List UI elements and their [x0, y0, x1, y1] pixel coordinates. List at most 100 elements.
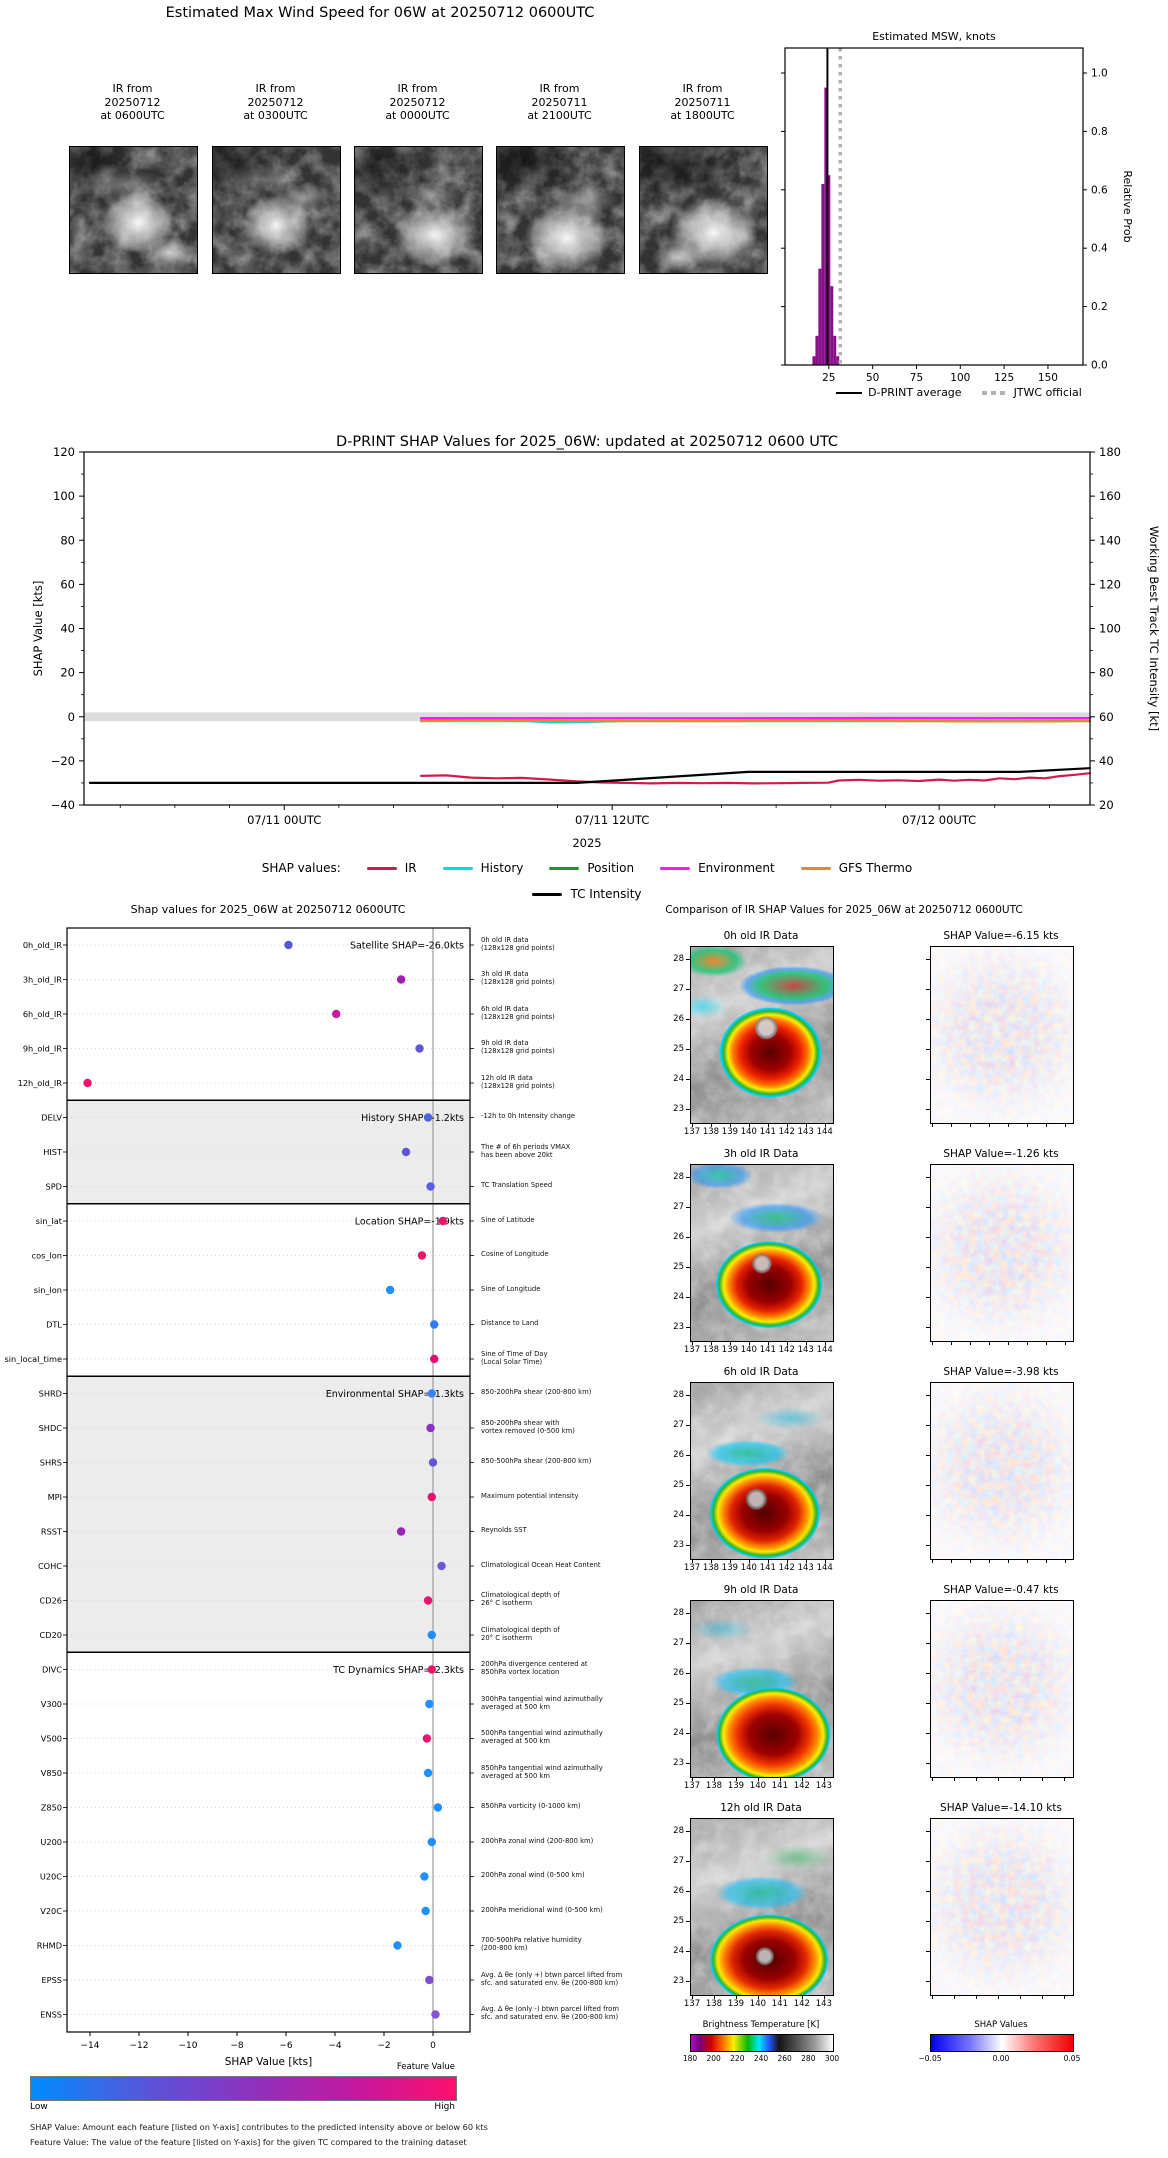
- histogram-bar: [815, 335, 819, 365]
- feature-name: V500: [41, 1734, 62, 1744]
- feature-desc-line: 3h old IR data: [481, 970, 529, 979]
- feature-desc-line: Sine of Latitude: [481, 1215, 535, 1224]
- lon-tick-label: 137: [683, 1999, 701, 2009]
- lon-tick: [729, 1123, 731, 1127]
- lon-tick-label: 137: [683, 1781, 701, 1791]
- lon-tick: [767, 1559, 769, 1563]
- ir-thumbnail-label-line: 20250712: [247, 95, 304, 109]
- tick-label: −14: [81, 2041, 100, 2051]
- lat-tick: [926, 1861, 930, 1862]
- ir-map-title: 9h old IR Data: [723, 1584, 799, 1596]
- lat-tick: [686, 1207, 690, 1208]
- shap-cb-tick-label: 0.00: [992, 2054, 1010, 2063]
- legend-label: D-PRINT average: [868, 386, 962, 399]
- lat-tick: [686, 1763, 690, 1764]
- ir-satellite-thumbnail: [212, 146, 341, 274]
- shap-dot: [396, 975, 406, 984]
- tick-label: 20: [1099, 798, 1114, 812]
- tick-label: 120: [1099, 577, 1121, 591]
- lon-tick: [767, 1341, 769, 1345]
- feature-desc-line: (128x128 grid points): [481, 1081, 555, 1090]
- tick-label: 0: [68, 710, 75, 724]
- lon-tick: [1007, 1341, 1009, 1345]
- lat-tick: [926, 1395, 930, 1396]
- feature-desc-line: TC Translation Speed: [481, 1181, 553, 1190]
- feature-desc-line: sfc. and saturated env. θe (200-800 km): [481, 2013, 619, 2022]
- feature-name: RHMD: [37, 1941, 62, 1951]
- lat-tick: [686, 1049, 690, 1050]
- lon-tick: [692, 1341, 693, 1345]
- ir-thumbnail-label-line: IR from: [682, 82, 723, 95]
- left-axis-label: SHAP Value [kts]: [31, 581, 45, 677]
- feature-desc-line: 26° C isotherm: [481, 1599, 533, 1608]
- figure-title: Estimated Max Wind Speed for 06W at 2025…: [165, 5, 595, 21]
- shap-dot: [427, 1665, 436, 1674]
- vignette-overlay: [931, 1601, 1073, 1777]
- lat-tick: [926, 1545, 930, 1546]
- shap-dot: [431, 2010, 440, 2019]
- lon-tick: [1019, 1777, 1021, 1781]
- ir-color-overlay: [691, 1819, 833, 1995]
- lat-tick: [926, 1891, 930, 1892]
- lat-tick: [686, 989, 690, 990]
- feature-desc: Climatological depth of 26° C isotherm: [481, 1591, 659, 1608]
- legend-title: SHAP values:: [261, 861, 341, 875]
- feature-desc-line: (200-800 km): [481, 1944, 528, 1953]
- x-axis-label: 2025: [572, 836, 601, 850]
- lon-tick: [1064, 1559, 1066, 1563]
- shap-dot: [426, 1182, 435, 1191]
- shap-dot: [430, 1354, 439, 1364]
- line-swatch-icon: [532, 892, 563, 896]
- shap-value-map: [930, 1818, 1074, 1996]
- tick-label: 80: [1099, 666, 1114, 680]
- tick-label: −4: [328, 2041, 342, 2051]
- ir-thumbnail-label-line: at 2100UTC: [527, 109, 592, 122]
- bt-tick-label: 300: [824, 2054, 840, 2063]
- lat-tick: [926, 1613, 930, 1614]
- bt-tick-label: 260: [777, 2054, 792, 2063]
- shap-dot: [433, 1803, 443, 1812]
- lon-tick: [786, 1341, 788, 1345]
- shap-dot: [430, 1320, 439, 1329]
- lon-tick: [710, 1123, 712, 1127]
- right-axis-label: Working Best Track TC Intensity [kt]: [1147, 526, 1161, 731]
- zero-shap-band: [84, 712, 1090, 722]
- feature-desc-line: averaged at 500 km: [481, 1771, 550, 1780]
- lat-tick: [926, 1267, 930, 1268]
- ir-map-title: 12h old IR Data: [720, 1802, 802, 1814]
- feature-name: V850: [41, 1768, 62, 1778]
- shap-dot: [437, 1561, 446, 1571]
- feature-desc-line: Climatological depth of: [481, 1591, 560, 1600]
- lon-tick: [1026, 1123, 1028, 1127]
- lon-tick-label: 142: [778, 1563, 795, 1573]
- feature-desc: Reynolds SST: [481, 1526, 659, 1535]
- series-line-ir: [419, 772, 1092, 785]
- shap-dot: [438, 1216, 447, 1226]
- lat-tick: [926, 1455, 930, 1456]
- line-swatch-icon: [660, 866, 691, 870]
- feature-desc: 12h old IR data (128x128 grid points): [481, 1074, 659, 1091]
- feature-desc-line: (128x128 grid points): [481, 978, 555, 987]
- legend-label: IR: [404, 861, 417, 875]
- lon-tick: [823, 1995, 825, 1999]
- lon-tick: [932, 1777, 933, 1781]
- lon-tick: [969, 1123, 971, 1127]
- shap-value-map: [930, 1164, 1074, 1342]
- lon-tick: [779, 1995, 781, 1999]
- x-axis-label: SHAP Value [kts]: [225, 2056, 312, 2068]
- feature-name: 6h_old_IR: [23, 1009, 62, 1019]
- feature-desc-line: 200hPa zonal wind (0-500 km): [481, 1871, 585, 1880]
- lon-tick-label: 142: [778, 1345, 795, 1355]
- shap-dot: [423, 1596, 433, 1605]
- shap-dot: [423, 1113, 433, 1122]
- line-swatch-icon: [549, 866, 580, 870]
- colorbar-high-label: High: [434, 2102, 455, 2112]
- shap-map-title: SHAP Value=-0.47 kts: [943, 1584, 1059, 1596]
- dotplot-title: Shap values for 2025_06W at 20250712 060…: [130, 903, 406, 916]
- ir-data-map: [690, 946, 834, 1124]
- lon-tick-label: 139: [721, 1127, 739, 1137]
- lat-tick-label: 28: [673, 1826, 684, 1836]
- feature-desc: Sine of Time of Day (Local Solar Time): [481, 1350, 659, 1367]
- feature-name: sin_lon: [34, 1285, 62, 1295]
- section-shading: [67, 1376, 470, 1653]
